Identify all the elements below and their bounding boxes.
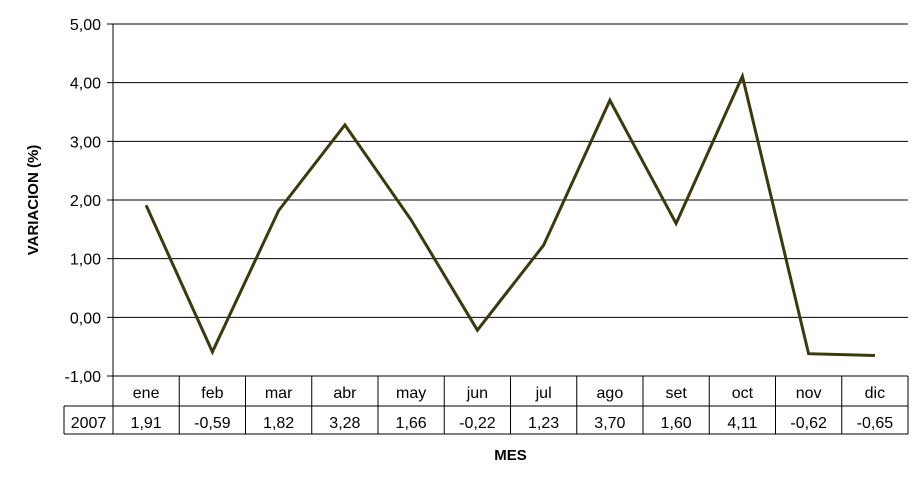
data-label: -0,62: [790, 415, 827, 432]
data-label: 1,91: [131, 415, 162, 432]
data-label: 1,23: [528, 415, 559, 432]
x-tick-label: ene: [133, 385, 160, 402]
gridlines: [113, 23, 908, 318]
x-tick-label: nov: [796, 385, 822, 402]
y-axis-ticks: -1,00 0,00 1,00 2,00 3,00 4,00 5,00: [65, 17, 113, 386]
data-label: 1,82: [263, 415, 294, 432]
x-tick-label: mar: [265, 385, 293, 402]
data-label: 1,60: [661, 415, 692, 432]
y-axis-title: VARIACION (%): [25, 145, 42, 256]
x-tick-label: ago: [597, 385, 624, 402]
x-tick-label: oct: [732, 385, 754, 402]
data-label: -0,65: [857, 415, 894, 432]
data-table: ene feb mar abr may jun jul ago set oct nov dic 2007…: [63, 375, 909, 435]
data-label: 3,70: [594, 415, 625, 432]
y-tick-label: 5,00: [70, 17, 101, 34]
x-tick-label: jul: [535, 385, 552, 402]
x-tick-label: jun: [466, 385, 488, 402]
series-2007: [144, 71, 875, 357]
y-tick-label: 1,00: [70, 252, 101, 269]
x-tick-label: may: [396, 385, 426, 402]
y-tick-label: 2,00: [70, 193, 101, 210]
x-tick-label: dic: [865, 385, 885, 402]
data-label: 3,28: [329, 415, 360, 432]
series-line: [144, 71, 875, 357]
y-tick-label: -1,00: [65, 369, 102, 386]
data-label: 4,11: [727, 415, 757, 432]
table-series-name: 2007: [71, 415, 107, 432]
x-tick-label: abr: [333, 385, 357, 402]
x-axis-title: MES: [494, 447, 527, 464]
data-label: -0,59: [194, 415, 231, 432]
x-tick-label: feb: [201, 385, 223, 402]
y-tick-label: 4,00: [70, 76, 101, 93]
data-label: 1,66: [396, 415, 427, 432]
y-tick-label: 3,00: [70, 134, 101, 151]
y-tick-label: 0,00: [70, 310, 101, 327]
data-label: -0,22: [459, 415, 496, 432]
x-tick-label: set: [665, 385, 687, 402]
